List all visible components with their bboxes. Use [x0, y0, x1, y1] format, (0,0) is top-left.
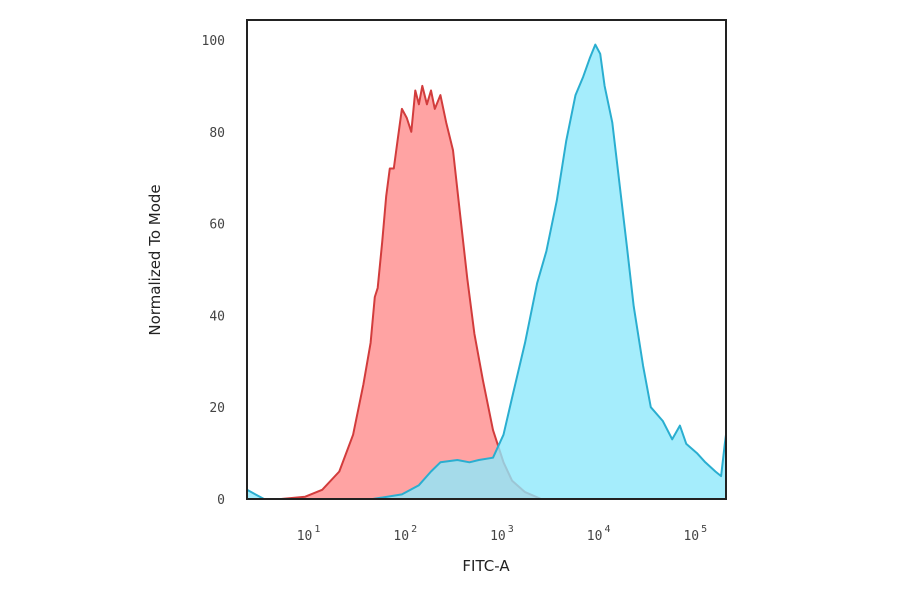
- antibody-stained-area: [247, 44, 726, 499]
- antibody-stained-outline: [246, 43, 727, 500]
- histogram-areas: [246, 43, 727, 500]
- x-tick-label: 10 1: [297, 524, 321, 544]
- y-axis-ticks: 0 20 40 60 80 100: [202, 34, 225, 508]
- y-tick-label: 0: [217, 493, 225, 508]
- y-tick-label: 100: [202, 34, 225, 49]
- y-tick-label: 80: [209, 126, 225, 141]
- x-axis-ticks: 10 1 10 2 10 3 10 4 10 5: [297, 524, 707, 544]
- x-tick-label: 10 3: [490, 524, 514, 544]
- x-tick-label: 10 2: [393, 524, 417, 544]
- y-tick-label: 40: [209, 309, 225, 324]
- isotype-control-outline: [281, 84, 542, 500]
- x-axis-title: FITC-A: [462, 557, 510, 575]
- isotype-control-area: [281, 85, 542, 500]
- y-axis-title: Normalized To Mode: [146, 184, 164, 335]
- x-tick-label: 10 4: [587, 524, 611, 544]
- y-tick-label: 60: [209, 218, 225, 233]
- x-tick-label: 10 5: [683, 524, 707, 544]
- y-tick-label: 20: [209, 401, 225, 416]
- plot-frame: [246, 19, 727, 500]
